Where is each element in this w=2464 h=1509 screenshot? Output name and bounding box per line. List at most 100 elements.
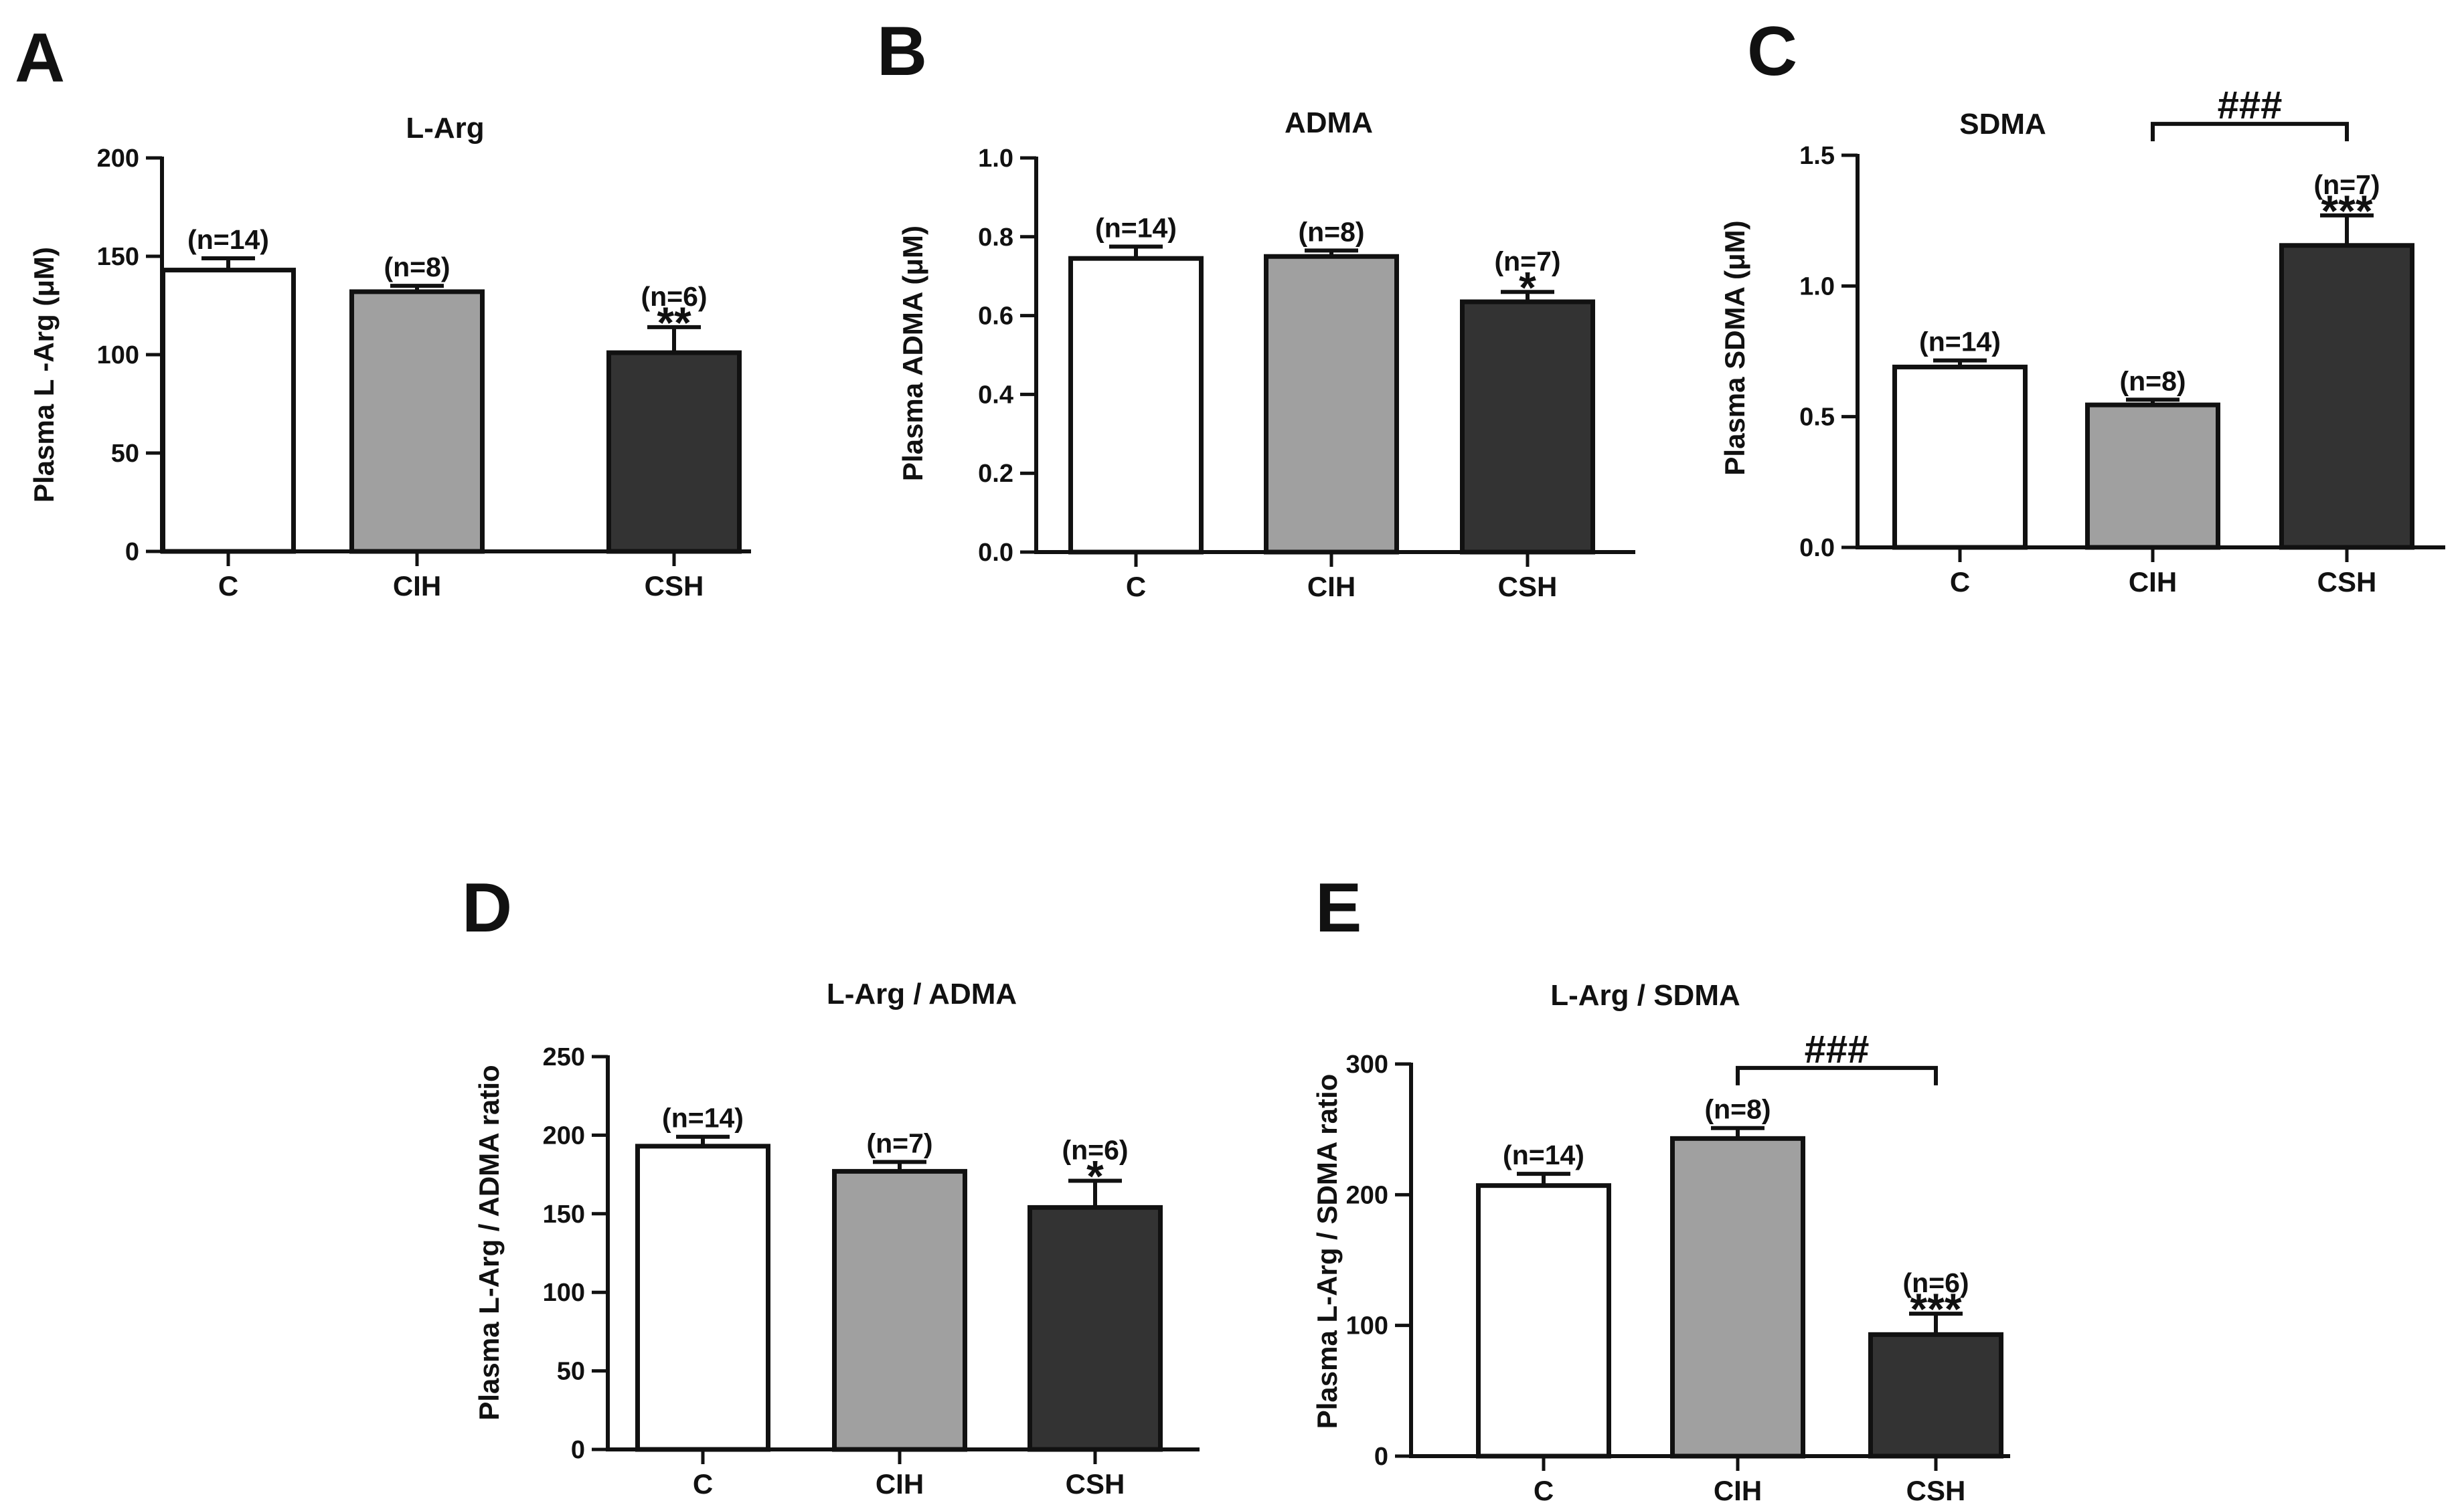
x-category-label: CSH [1906, 1475, 1966, 1506]
panel-a-letter: A [15, 19, 65, 97]
panel-b-title: ADMA [1285, 106, 1373, 139]
sample-size-label: (n=7) [866, 1128, 932, 1158]
bar-csh [606, 350, 742, 554]
x-category-label: C [1126, 571, 1146, 602]
y-tick-label: 100 [543, 1279, 585, 1307]
bar-cih [1264, 254, 1399, 555]
significance-marker: *** [1910, 1284, 1961, 1334]
x-category-label: CSH [2317, 566, 2377, 598]
sample-size-label: (n=7) [1494, 246, 1560, 276]
y-tick-label: 100 [97, 341, 139, 369]
panel-b-letter: B [877, 13, 927, 90]
x-category-label: C [693, 1468, 713, 1500]
significance-marker: * [1086, 1151, 1104, 1201]
x-category-label: C [1950, 566, 1970, 598]
y-tick-label: 1.5 [1799, 142, 1835, 170]
y-tick-label: 250 [543, 1043, 585, 1071]
panel-d: D L-Arg / ADMA Plasma L-Arg / ADMA ratio… [462, 869, 1200, 1500]
y-tick-label: 0 [571, 1436, 585, 1464]
panel-b: B ADMA Plasma ADMA (μM) 0.0 0.2 0.4 0.6 0.8 1… [877, 13, 1635, 602]
panel-c-y-axis-label: Plasma SDMA (μM) [1719, 220, 1750, 475]
y-tick-label: 0.5 [1799, 404, 1835, 432]
y-tick-label: 0 [125, 538, 139, 566]
y-tick-label: 0.0 [978, 539, 1013, 567]
x-category-label: CSH [1498, 571, 1558, 602]
bracket-significance-label: ### [1805, 1028, 1870, 1071]
bar-cih [832, 1168, 967, 1452]
y-tick-label: 200 [543, 1122, 585, 1150]
y-tick-label: 200 [97, 145, 139, 173]
sample-size-label: (n=14) [1919, 327, 2001, 357]
panel-b-y-axis-label: Plasma ADMA (μM) [897, 226, 928, 481]
bracket-significance-label: ### [2218, 84, 2283, 127]
panel-c-letter: C [1747, 13, 1797, 90]
sample-size-label: (n=8) [1704, 1094, 1771, 1125]
sample-size-label: (n=7) [2313, 169, 2380, 200]
sample-size-label: (n=6) [641, 281, 707, 312]
bar-c [1892, 364, 2028, 550]
y-tick-label: 1.0 [978, 145, 1013, 173]
bar-c [161, 268, 296, 554]
bar-c [635, 1144, 770, 1452]
panel-c: C SDMA Plasma SDMA (μM) 0.0 0.5 1.0 1.5 C (n=… [1719, 13, 2445, 598]
bar-c [1068, 256, 1204, 555]
y-tick-label: 0.4 [978, 381, 1013, 409]
x-category-label: CSH [1066, 1468, 1125, 1500]
panel-b-plot: 0.0 0.2 0.4 0.6 0.8 1.0 C (n=14) CIH (n=8) CSH *(n=… [978, 145, 1635, 602]
panel-c-plot: 0.0 0.5 1.0 1.5 C (n=14) CIH (n=8) CSH ***(n=7) ##… [1799, 84, 2445, 598]
x-category-label: C [218, 570, 238, 602]
panel-c-title: SDMA [1959, 108, 2046, 141]
y-tick-label: 150 [97, 243, 139, 271]
panel-e-title: L-Arg / SDMA [1550, 979, 1740, 1012]
y-tick-label: 0.6 [978, 302, 1013, 331]
significance-marker: ** [657, 298, 691, 347]
y-tick-label: 100 [1346, 1312, 1388, 1340]
y-tick-label: 50 [111, 440, 139, 468]
sample-size-label: (n=14) [1503, 1140, 1584, 1170]
x-category-label: C [1534, 1475, 1554, 1506]
panel-d-plot: 0 50 100 150 200 250 C (n=14) CIH (n=7) CSH *(n=6) [543, 1043, 1200, 1500]
bar-csh [1460, 299, 1595, 555]
sample-size-label: (n=8) [1298, 216, 1364, 247]
bar-c [1476, 1183, 1611, 1459]
bar-cih [1670, 1136, 1805, 1459]
significance-marker: * [1519, 262, 1536, 312]
sample-size-label: (n=8) [2119, 365, 2186, 396]
sample-size-label: (n=14) [1095, 213, 1177, 244]
y-tick-label: 0.8 [978, 224, 1013, 252]
comparison-bracket [1736, 1065, 1938, 1085]
panel-d-letter: D [462, 869, 512, 947]
y-tick-label: 1.0 [1799, 272, 1835, 300]
y-tick-label: 200 [1346, 1181, 1388, 1209]
x-category-label: CIH [2129, 566, 2177, 598]
panel-d-y-axis-label: Plasma L-Arg / ADMA ratio [473, 1065, 505, 1420]
bar-csh [1868, 1332, 2003, 1459]
bar-csh [1028, 1205, 1163, 1452]
comparison-bracket [2151, 122, 2349, 142]
panel-a-title: L-Arg [406, 112, 484, 145]
y-tick-label: 300 [1346, 1051, 1388, 1079]
panel-a-plot: 0 50 100 150 200 C (n=14) CIH (n=8) CSH **(n=6) [97, 145, 751, 602]
x-category-label: CSH [645, 570, 704, 602]
sample-size-label: (n=6) [1062, 1134, 1128, 1165]
x-category-label: CIH [1307, 571, 1356, 602]
y-tick-label: 50 [557, 1358, 585, 1386]
x-category-label: CIH [876, 1468, 924, 1500]
panel-e-plot: 0 100 200 300 C (n=14) CIH (n=8) CSH ***(n=6) ### [1346, 1028, 2010, 1506]
significance-marker: *** [2321, 186, 2372, 236]
panel-e: E L-Arg / SDMA Plasma L-Arg / SDMA ratio… [1311, 869, 2010, 1506]
y-tick-label: 150 [543, 1201, 585, 1229]
y-tick-label: 0.0 [1799, 534, 1835, 562]
panel-e-y-axis-label: Plasma L-Arg / SDMA ratio [1311, 1074, 1343, 1429]
panel-a-y-axis-label: Plasma L -Arg (μM) [28, 247, 60, 503]
sample-size-label: (n=14) [187, 224, 269, 255]
bar-csh [2279, 243, 2414, 550]
x-category-label: CIH [1714, 1475, 1762, 1506]
y-tick-label: 0 [1374, 1443, 1388, 1471]
x-category-label: CIH [393, 570, 441, 602]
bar-cih [349, 289, 485, 554]
sample-size-label: (n=14) [662, 1103, 744, 1134]
sample-size-label: (n=6) [1902, 1267, 1969, 1298]
sample-size-label: (n=8) [384, 252, 450, 282]
